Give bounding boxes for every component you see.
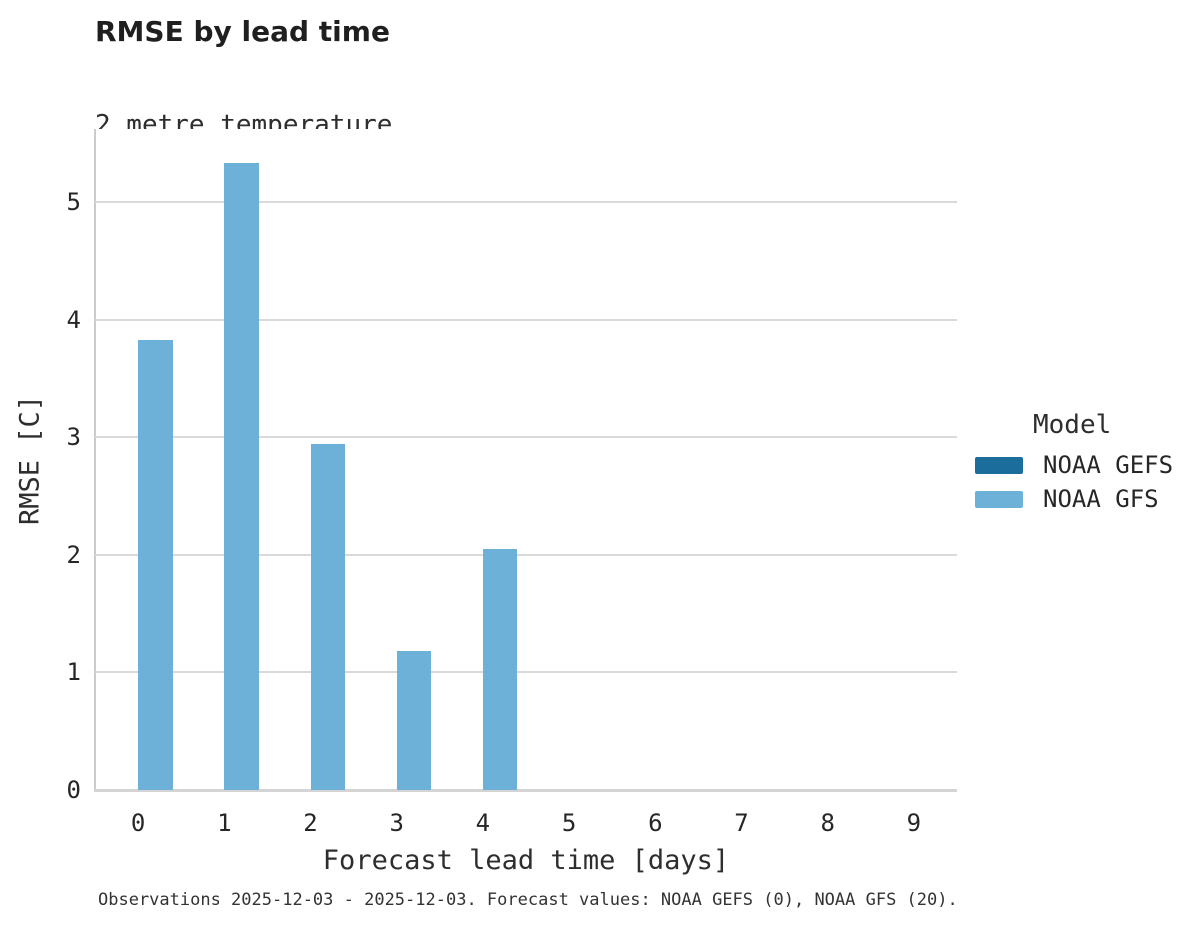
bar-noaa-gfs-lead-1 xyxy=(224,163,259,790)
x-tick-labels: 0 1 2 3 4 5 6 7 8 9 xyxy=(95,809,957,841)
y-tick-labels: 0 1 2 3 4 5 xyxy=(0,129,81,802)
x-tick-label-6: 6 xyxy=(648,809,663,837)
x-tick-label-0: 0 xyxy=(130,809,146,837)
gridline-y-5 xyxy=(95,200,957,203)
legend-label: NOAA GEFS xyxy=(1043,451,1174,479)
bar-noaa-gfs-lead-2 xyxy=(310,444,345,790)
legend-item-noaa-gefs: NOAA GEFS xyxy=(975,453,1173,477)
legend-swatch-icon xyxy=(975,456,1023,474)
footer-caption: Observations 2025-12-03 - 2025-12-03. Fo… xyxy=(98,890,958,910)
plot-area xyxy=(94,129,957,792)
y-axis-spine xyxy=(94,129,96,790)
gridline-y-2 xyxy=(95,553,957,556)
legend-label: NOAA GFS xyxy=(1043,485,1159,513)
legend-title: Model xyxy=(1033,410,1112,440)
gridline-y-3 xyxy=(95,436,957,439)
bar-noaa-gfs-lead-0 xyxy=(138,339,173,790)
chart-title: RMSE by lead time xyxy=(95,15,390,48)
x-axis-label: Forecast lead time [days] xyxy=(322,845,730,876)
legend: Model NOAA GEFS NOAA GFS xyxy=(975,410,1173,521)
x-tick-label-5: 5 xyxy=(561,809,577,837)
gridline-y-1 xyxy=(95,671,957,674)
x-tick-label-7: 7 xyxy=(734,809,749,837)
x-tick-label-4: 4 xyxy=(475,809,491,837)
legend-swatch-icon xyxy=(975,490,1023,508)
x-tick-label-2: 2 xyxy=(303,809,318,837)
x-tick-label-9: 9 xyxy=(906,809,922,837)
bar-noaa-gfs-lead-4 xyxy=(482,548,518,790)
legend-item-noaa-gfs: NOAA GFS xyxy=(975,487,1173,511)
x-tick-label-8: 8 xyxy=(820,809,835,837)
y-tick-label-2: 2 xyxy=(66,540,81,569)
y-tick-label-1: 1 xyxy=(66,658,81,687)
y-tick-label-0: 0 xyxy=(66,776,81,804)
y-tick-label-5: 5 xyxy=(66,187,81,216)
y-tick-label-3: 3 xyxy=(66,423,81,452)
y-tick-label-4: 4 xyxy=(66,305,81,334)
legend-items: NOAA GEFS NOAA GFS xyxy=(975,453,1173,511)
x-axis-spine xyxy=(94,789,957,792)
bar-noaa-gfs-lead-3 xyxy=(396,651,432,790)
x-tick-label-1: 1 xyxy=(217,809,232,837)
gridline-y-4 xyxy=(95,318,957,321)
x-tick-label-3: 3 xyxy=(389,809,404,837)
